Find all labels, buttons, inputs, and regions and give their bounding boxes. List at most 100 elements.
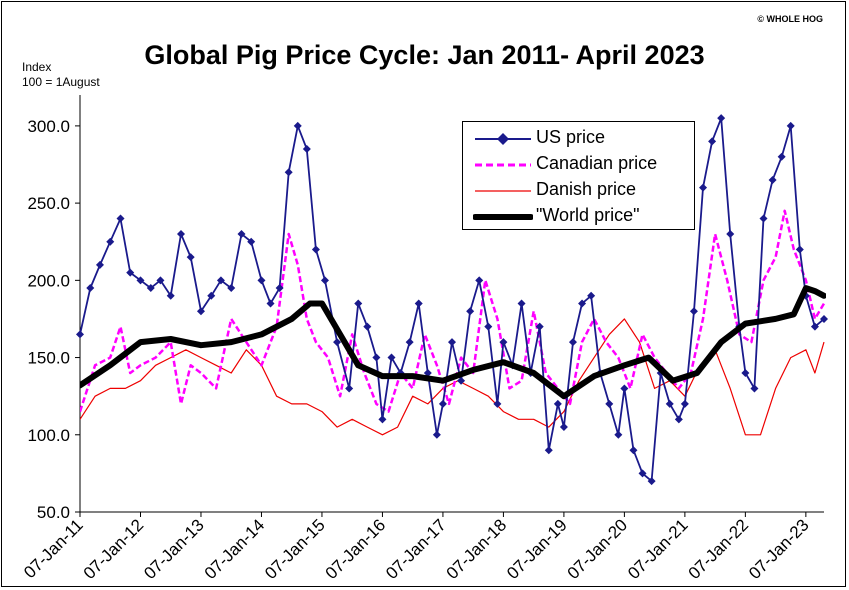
series-point-us-price — [136, 276, 145, 285]
series-point-us-price — [795, 245, 804, 254]
series-point-us-price — [786, 121, 795, 130]
x-tick-label: 07-Jan-14 — [201, 515, 269, 583]
series-line-world-price — [80, 285, 826, 400]
x-tick-label: 07-Jan-12 — [80, 515, 148, 583]
legend-label-canadian-price: Canadian price — [536, 153, 658, 173]
series-line-canadian-price — [80, 209, 826, 413]
series-point-us-price — [750, 384, 759, 393]
series-point-us-price — [448, 338, 456, 347]
y-tick-label: 300.0 — [27, 117, 70, 136]
series-point-us-price — [177, 230, 186, 238]
series-point-us-price — [717, 114, 726, 123]
series-point-us-price — [620, 384, 629, 393]
legend-label-danish-price: Danish price — [536, 179, 637, 199]
series-point-us-price — [568, 338, 577, 347]
y-tick-label: 250.0 — [27, 194, 70, 213]
series-point-us-price — [647, 477, 656, 486]
x-tick-label: 07-Jan-20 — [564, 515, 632, 583]
y-axis-label-line-2: 100 = 1August — [22, 75, 100, 89]
series-point-us-price — [247, 237, 256, 246]
series-point-us-price — [726, 230, 735, 238]
series-point-us-price — [810, 322, 819, 331]
series-point-us-price — [372, 353, 381, 362]
legend-label-world-price: "World price" — [536, 205, 640, 225]
y-tick-label: 100.0 — [27, 426, 70, 445]
series-point-us-price — [311, 245, 320, 254]
series-point-us-price — [680, 399, 689, 408]
y-tick-label: 50.0 — [37, 503, 70, 522]
series-point-us-price — [320, 276, 329, 285]
series-point-us-price — [293, 121, 302, 130]
series-point-us-price — [116, 214, 125, 223]
series-point-us-price — [345, 384, 354, 393]
legend-item-world-price: "World price" — [463, 204, 693, 230]
y-tick-label: 200.0 — [27, 271, 70, 290]
y-axis-label: Index 100 = 1August — [22, 60, 100, 90]
series-point-us-price — [227, 284, 236, 293]
series-point-us-price — [275, 284, 284, 293]
series-point-us-price — [629, 446, 638, 455]
series-point-us-price — [387, 353, 396, 362]
series-point-us-price — [614, 430, 623, 439]
x-tick-label: 07-Jan-16 — [322, 515, 390, 583]
series-point-us-price — [820, 314, 828, 323]
series-point-us-price — [333, 338, 342, 347]
series-point-us-price — [216, 276, 225, 285]
series-point-us-price — [553, 399, 562, 408]
series-point-us-price — [759, 214, 768, 223]
series-line-us-price — [80, 117, 825, 483]
series-point-us-price — [777, 152, 786, 161]
series-point-us-price — [499, 338, 508, 347]
legend-item-us-price: US price — [463, 126, 693, 152]
legend-label-us-price: US price — [536, 127, 606, 147]
series-point-us-price — [466, 307, 475, 316]
copyright-label: © WHOLE HOG — [757, 14, 823, 24]
x-tick-label: 07-Jan-11 — [20, 515, 87, 582]
chart-title: Global Pig Price Cycle: Jan 2011- April … — [144, 40, 705, 70]
series-point-us-price — [76, 330, 84, 339]
series-point-us-price — [741, 369, 750, 377]
series-point-us-price — [126, 268, 135, 277]
series-point-us-price — [186, 253, 195, 262]
series-point-us-price — [207, 291, 216, 300]
series-point-us-price — [405, 338, 414, 347]
x-tick-label: 07-Jan-22 — [685, 515, 753, 583]
series-point-us-price — [237, 230, 246, 238]
x-tick-label: 07-Jan-13 — [140, 515, 208, 583]
x-tick-label: 07-Jan-15 — [261, 515, 329, 583]
legend-swatch-world-price — [473, 214, 533, 220]
series-point-us-price — [587, 291, 596, 300]
series-point-us-price — [559, 423, 568, 432]
series-point-us-price — [665, 399, 674, 408]
series-point-us-price — [605, 399, 614, 408]
series-point-us-price — [708, 137, 717, 146]
legend-item-canadian-price: Canadian price — [463, 152, 693, 178]
series-point-us-price — [578, 299, 587, 308]
series-point-us-price — [86, 284, 95, 293]
series-point-us-price — [423, 369, 432, 377]
series-point-us-price — [146, 284, 155, 293]
series-point-us-price — [544, 446, 553, 455]
series-point-us-price — [302, 145, 311, 154]
x-tick-label: 07-Jan-23 — [745, 515, 813, 583]
series-point-us-price — [674, 415, 683, 424]
series-point-us-price — [493, 399, 502, 408]
series-point-us-price — [517, 299, 526, 308]
y-tick-label: 150.0 — [27, 349, 70, 368]
series-point-us-price — [284, 168, 293, 177]
series-point-us-price — [354, 299, 363, 308]
legend-item-danish-price: Danish price — [463, 178, 693, 204]
y-axis-label-line-1: Index — [22, 60, 52, 74]
series-point-us-price — [266, 299, 275, 308]
x-tick-label: 07-Jan-17 — [382, 515, 450, 583]
series-point-us-price — [638, 469, 647, 478]
series-point-us-price — [535, 322, 544, 331]
series-point-us-price — [378, 415, 387, 424]
series-point-us-price — [432, 430, 441, 439]
series-point-us-price — [484, 322, 493, 331]
series-point-us-price — [768, 175, 777, 184]
legend-swatch-us-price — [475, 133, 531, 145]
series-point-us-price — [95, 260, 104, 269]
